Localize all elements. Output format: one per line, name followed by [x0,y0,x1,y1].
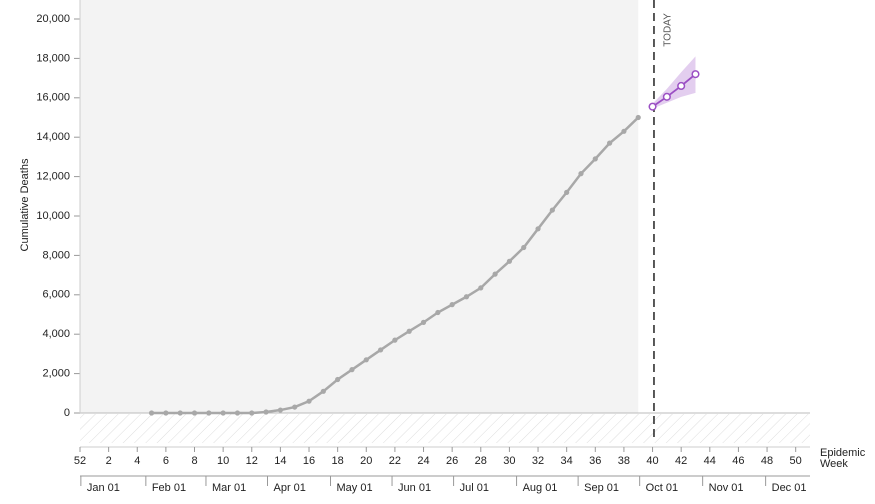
data-point [607,140,613,146]
x-tick-label: 2 [106,455,112,467]
x-tick-label: 14 [274,455,286,467]
data-point [234,410,241,416]
x-tick-label: 48 [761,455,773,467]
y-tick-label: 20,000 [36,13,70,25]
x-tick-label: 50 [790,455,802,467]
observed-region [80,0,639,413]
data-point [463,294,470,300]
data-point [377,347,384,353]
x-tick-label: 22 [389,455,401,467]
month-tick-label: Jun 01 [398,482,431,494]
data-point [564,189,570,195]
x-tick-label: 24 [417,455,429,467]
data-point [592,156,598,162]
data-point [435,309,441,316]
x-tick-label: 44 [704,455,716,467]
data-point [392,337,398,343]
y-tick-label: 16,000 [36,92,70,104]
x-tick-label: 16 [303,455,315,467]
data-point [320,388,326,394]
month-tick-label: Sep 01 [584,482,619,494]
below-zero-hatch [80,414,810,443]
x-tick-label: 30 [503,455,515,467]
x-tick-label: 40 [646,455,658,467]
data-point [521,244,527,251]
month-tick-label: Mar 01 [212,482,246,494]
y-tick-label: 10,000 [36,210,70,222]
y-tick-label: 0 [64,407,70,419]
data-point [621,128,627,134]
data-point [277,407,283,413]
x-tick-label: 8 [191,455,197,467]
x-tick-label: 4 [134,455,140,467]
x-tick-label: 18 [332,455,344,467]
data-point [349,367,355,373]
x-tick-label: 20 [360,455,372,467]
x-tick-label: 28 [475,455,487,467]
data-point [691,70,700,79]
data-point [420,319,427,325]
x-tick-label: 32 [532,455,544,467]
x-tick-label: 52 [74,455,86,467]
data-point [220,410,226,416]
x-tick-label: 34 [561,455,573,467]
month-tick-label: Apr 01 [274,482,306,494]
data-point [635,114,641,121]
data-point [292,404,298,410]
y-tick-label: 18,000 [36,52,70,64]
y-axis-label: Cumulative Deaths [19,158,31,251]
month-tick-label: Aug 01 [523,482,558,494]
data-point [177,410,183,416]
data-point [449,302,455,308]
data-point [492,271,498,277]
month-tick-label: Oct 01 [646,482,678,494]
data-point [662,92,671,101]
data-point [263,409,269,415]
x-tick-label: 38 [618,455,630,467]
x-tick-label: 6 [163,455,169,467]
y-tick-label: 4,000 [42,328,70,340]
month-tick-label: May 01 [336,482,372,494]
month-tick-label: Dec 01 [772,482,807,494]
x-tick-label: 12 [246,455,258,467]
data-point [478,285,484,291]
month-tick-label: Feb 01 [152,482,186,494]
x-axis-label: Epidemic Week [820,447,866,470]
data-point [677,81,686,91]
data-point [363,357,369,363]
data-point [506,258,513,264]
today-label: TODAY [663,13,674,47]
month-tick-label: Nov 01 [709,482,744,494]
x-tick-label: 42 [675,455,687,467]
data-point [191,410,198,416]
data-point [578,171,584,177]
y-tick-label: 12,000 [36,171,70,183]
data-point [406,328,412,334]
data-point [163,410,169,416]
series-line [652,73,697,108]
y-tick-label: 2,000 [42,368,70,380]
x-tick-label: 26 [446,455,458,467]
data-point [249,410,255,416]
data-point [148,410,155,416]
month-tick-label: Jan 01 [87,482,120,494]
data-point [306,398,312,404]
x-tick-label: 10 [217,455,229,467]
data-point [549,207,555,213]
x-tick-label: 46 [732,455,744,467]
y-tick-label: 6,000 [42,289,70,301]
data-point [335,376,341,383]
month-tick-label: Jul 01 [460,482,489,494]
data-point [535,226,541,232]
x-tick-label: 36 [589,455,601,467]
y-tick-label: 14,000 [36,131,70,143]
y-tick-label: 8,000 [42,249,70,261]
data-point [206,410,212,416]
forecast-band [652,56,696,109]
data-point [648,102,657,111]
